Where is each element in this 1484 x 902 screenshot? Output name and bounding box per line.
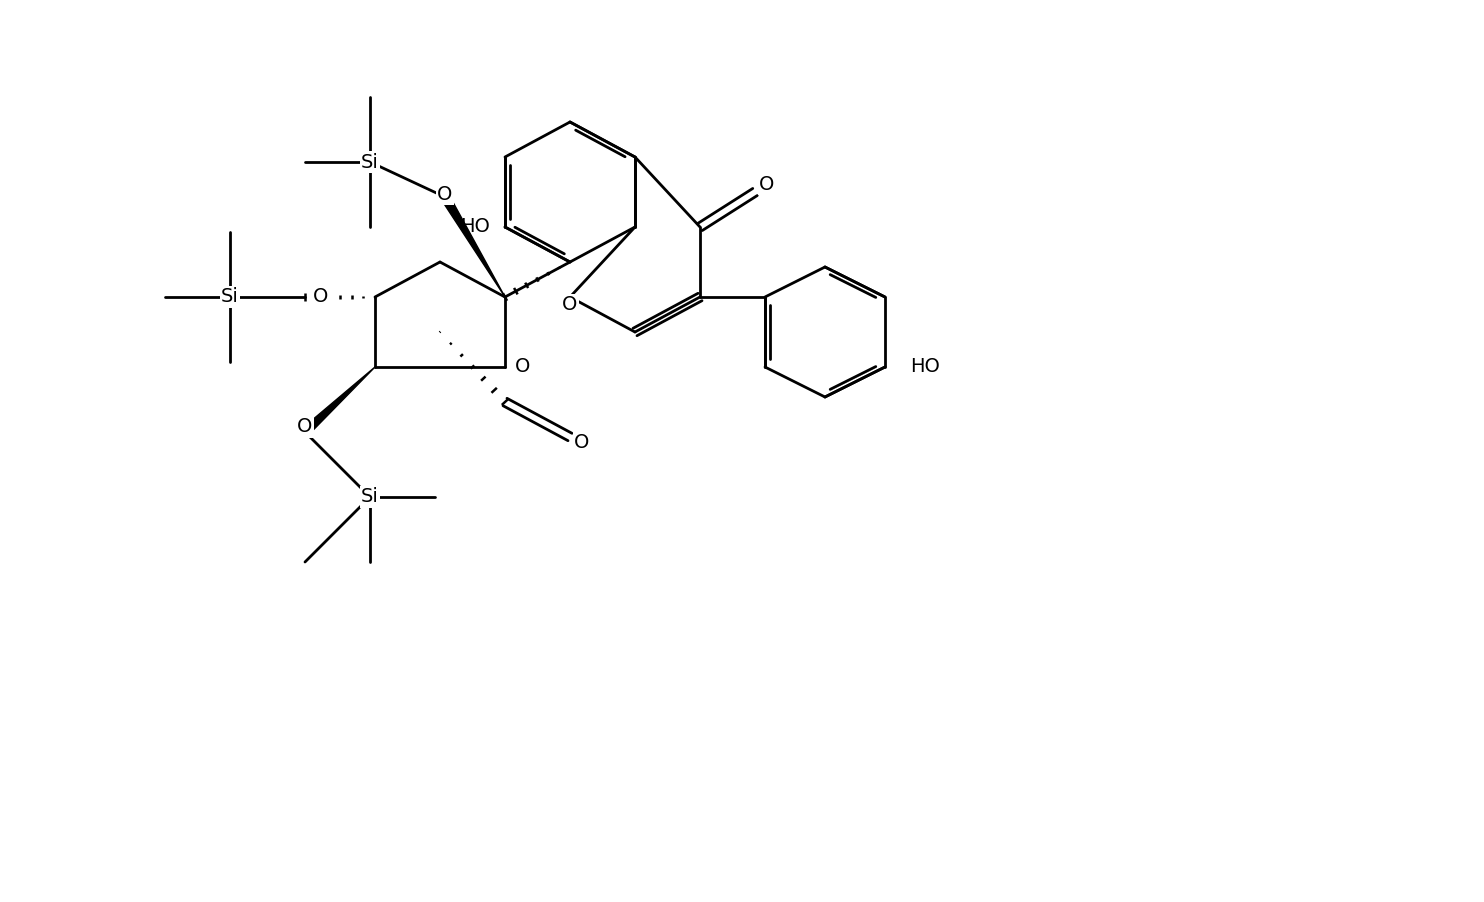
Text: O: O (438, 185, 453, 204)
Text: O: O (297, 418, 313, 437)
Text: HO: HO (460, 217, 490, 236)
Polygon shape (301, 367, 375, 436)
Text: HO: HO (910, 357, 939, 376)
Text: O: O (760, 174, 775, 194)
Polygon shape (441, 195, 505, 297)
Text: O: O (574, 432, 589, 452)
Text: O: O (313, 288, 328, 307)
Text: Si: Si (221, 288, 239, 307)
Text: Si: Si (361, 487, 378, 507)
Text: O: O (515, 357, 530, 376)
Text: Si: Si (361, 152, 378, 171)
Text: O: O (562, 296, 577, 315)
